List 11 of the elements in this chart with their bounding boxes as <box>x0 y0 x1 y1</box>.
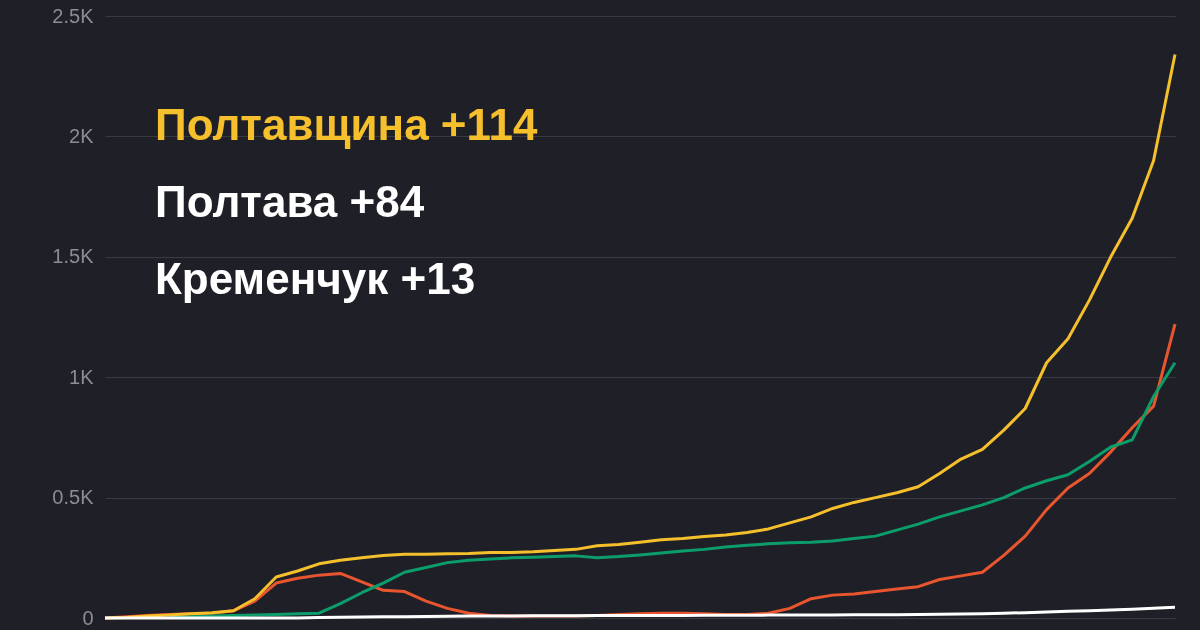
line-series <box>103 605 1177 620</box>
y-tick-label: 0 <box>82 606 94 629</box>
y-tick-label: 1.5K <box>52 245 95 268</box>
annotation: Полтава +84 <box>155 177 425 226</box>
annotation: Кременчук +13 <box>155 254 476 303</box>
line-series <box>103 53 1177 620</box>
y-tick-label: 2.5K <box>52 4 95 27</box>
y-tick-label: 0.5K <box>52 486 95 509</box>
y-tick-label: 2K <box>69 124 95 147</box>
annotation: Полтавщина +114 <box>155 100 539 149</box>
y-tick-label: 1K <box>69 365 95 388</box>
